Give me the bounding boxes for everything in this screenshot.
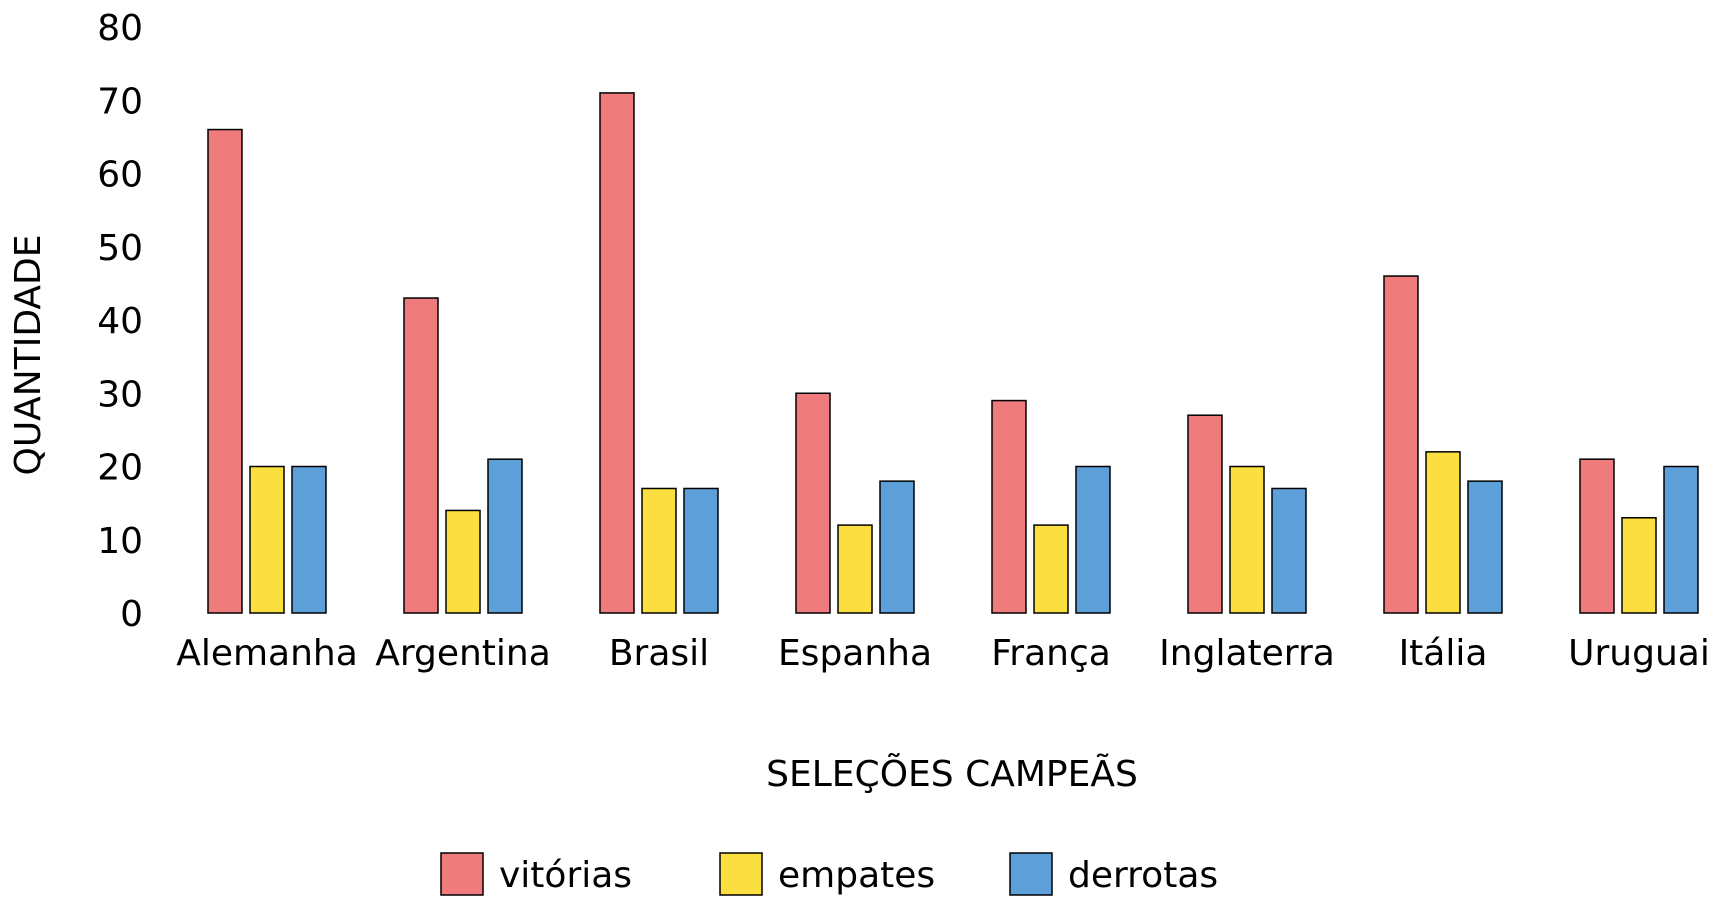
bar-argentina-vitorias [403,297,439,614]
bar-espanha-vitorias [795,392,831,614]
bar-italia-empates [1425,451,1461,614]
bar-espanha-empates [837,524,873,614]
bar-franca-derrotas [1075,465,1111,614]
x-tick-label-italia: Itália [1399,633,1488,674]
x-tick-label-espanha: Espanha [778,633,932,674]
legend-swatch-derrotas [1009,852,1053,896]
y-tick-label-20: 20 [97,448,143,489]
y-tick-label-0: 0 [120,594,143,635]
bar-brasil-empates [641,487,677,614]
bar-uruguai-vitorias [1579,458,1615,614]
bar-franca-empates [1033,524,1069,614]
bar-inglaterra-derrotas [1271,487,1307,614]
bar-franca-vitorias [991,399,1027,614]
x-tick-label-argentina: Argentina [375,633,551,674]
x-tick-label-brasil: Brasil [609,633,709,674]
legend-label-derrotas: derrotas [1068,855,1218,896]
x-tick-label-uruguai: Uruguai [1568,633,1710,674]
x-tick-label-franca: França [991,633,1111,674]
bars-group [207,92,1699,614]
bar-uruguai-derrotas [1663,465,1699,614]
legend-label-empates: empates [778,855,935,896]
y-axis-ticks: 0 10 20 30 40 50 60 70 80 [97,8,143,635]
bar-espanha-derrotas [879,480,915,614]
bar-inglaterra-vitorias [1187,414,1223,614]
y-tick-label-80: 80 [97,8,143,49]
x-tick-label-inglaterra: Inglaterra [1159,633,1335,674]
bar-alemanha-derrotas [291,465,327,614]
x-axis-labels: Alemanha Argentina Brasil Espanha França Ingl… [176,633,1710,674]
legend-item-derrotas: derrotas [1009,852,1218,896]
legend-swatch-vitorias [440,852,484,896]
bar-argentina-empates [445,509,481,614]
y-tick-label-70: 70 [97,81,143,122]
y-tick-label-40: 40 [97,301,143,342]
y-tick-label-30: 30 [97,374,143,415]
bar-italia-vitorias [1383,275,1419,614]
x-axis-title: SELEÇÕES CAMPEÃS [766,753,1138,795]
x-tick-label-alemanha: Alemanha [176,633,358,674]
y-axis-title: QUANTIDADE [8,234,49,475]
legend-label-vitorias: vitórias [499,855,632,896]
legend-swatch-empates [719,852,763,896]
bar-argentina-derrotas [487,458,523,614]
legend-item-empates: empates [719,852,935,896]
bar-brasil-derrotas [683,487,719,614]
legend-item-vitorias: vitórias [440,852,632,896]
bar-inglaterra-empates [1229,465,1265,614]
bar-italia-derrotas [1467,480,1503,614]
y-tick-label-10: 10 [97,521,143,562]
y-tick-label-60: 60 [97,155,143,196]
bar-brasil-vitorias [599,92,635,614]
legend: vitórias empates derrotas [440,852,1218,896]
bar-alemanha-empates [249,465,285,614]
bar-alemanha-vitorias [207,128,243,614]
y-tick-label-50: 50 [97,228,143,269]
bar-uruguai-empates [1621,517,1657,614]
